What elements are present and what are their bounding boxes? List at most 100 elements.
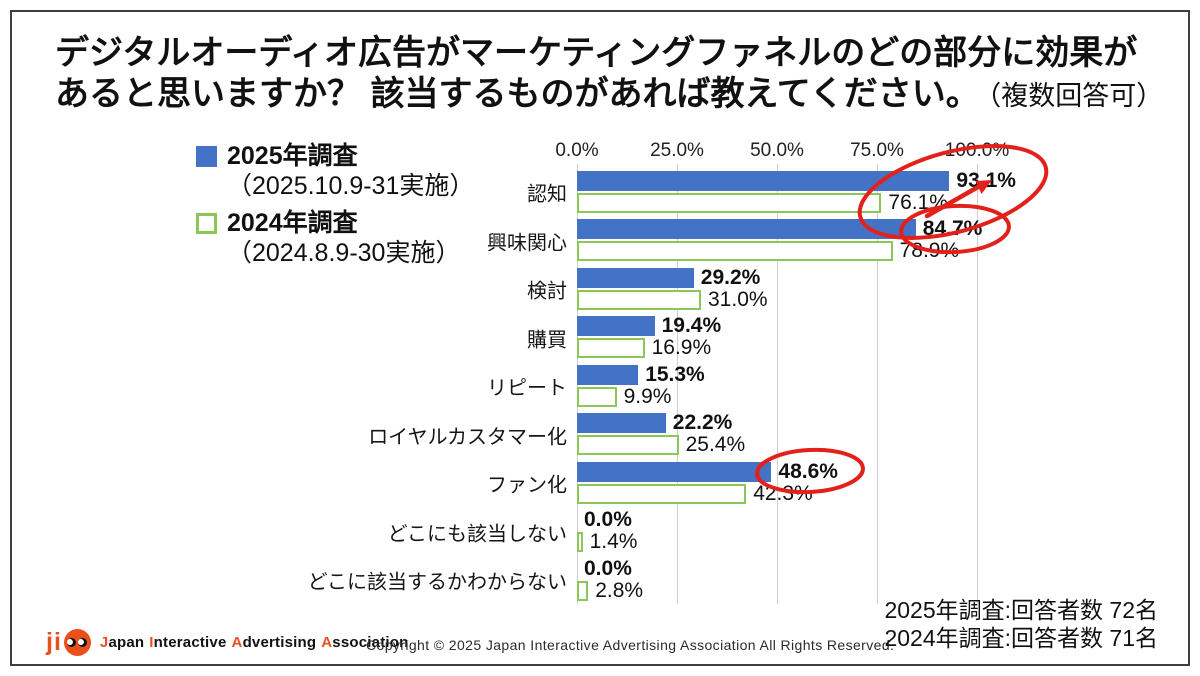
bar-line: 1.4% (577, 530, 977, 553)
bar-2024 (577, 435, 679, 455)
value-label: 48.6% (778, 459, 838, 483)
bar-2025 (577, 316, 655, 336)
bar-line: 16.9% (577, 336, 977, 359)
bar-line: 2.8% (577, 578, 977, 602)
axis-tick: 0.0% (555, 140, 599, 161)
gridline (777, 164, 778, 604)
jiaa-logo-word: Japan (99, 634, 145, 651)
chart-row: 購買 19.4% 16.9% (527, 314, 977, 363)
bar-2025 (577, 461, 772, 482)
title-line-2: あると思いますか？ 該当するものがあれば教えてください。 (55, 75, 980, 113)
axis-tick: 100.0% (944, 140, 1010, 161)
bar-2024 (577, 192, 882, 213)
value-label: 25.4% (685, 433, 746, 456)
bar-line: 78.9% (577, 239, 977, 262)
bar-line: 42.3% (577, 481, 977, 505)
chart-row: ロイヤルカスタマー化 22.2% 25.4% (368, 411, 977, 460)
gridline (877, 164, 878, 604)
chart-row: 興味関心 84.7% 78.9% (487, 217, 982, 266)
bar-2024 (577, 532, 583, 552)
value-label: 19.4% (661, 314, 722, 337)
category-label: 購買 (527, 329, 567, 352)
axis-tick: 25.0% (650, 140, 704, 161)
bar-line: 84.7% (577, 217, 982, 240)
category-label: リピート (487, 377, 567, 400)
bar-2025 (577, 267, 694, 288)
category-label: ロイヤルカスタマー化 (368, 426, 567, 449)
plot-area: 認知 93.1% 76.1% 興味関心 84.7% 78.9% 検討 29.2% 31.0% 購買… (308, 164, 1016, 605)
bar-2025 (577, 170, 950, 191)
value-label: 9.9% (623, 384, 672, 408)
legend-label: 2024年調査 (227, 209, 358, 237)
jiaa-logo-eye-icon (67, 638, 77, 647)
chart-row: 検討 29.2% 31.0% (527, 265, 977, 314)
category-label: 認知 (527, 183, 567, 206)
value-label: 1.4% (589, 530, 638, 553)
bar-2024 (577, 483, 747, 504)
value-label: 16.9% (651, 336, 712, 359)
legend-swatch-2025-filled-square (196, 146, 217, 167)
value-label: 0.0% (584, 556, 632, 580)
chart-row: どこにも該当しない 0.0% 1.4% (388, 508, 977, 557)
value-label: 2.8% (595, 578, 644, 602)
category-label: どこに該当するかわからない (307, 571, 567, 594)
value-label: 84.7% (922, 217, 983, 240)
jiaa-logo-text: Japan Interactive Advertising Association (100, 634, 414, 651)
bar-2024 (577, 580, 589, 601)
legend-swatch-2024-outlined-square (196, 213, 217, 234)
chart-row: リピート 15.3% 9.9% (487, 362, 977, 411)
axis-tick: 50.0% (750, 140, 804, 161)
value-label: 22.2% (672, 411, 733, 434)
bar-line: 0.0% (577, 556, 977, 580)
bar-2024 (577, 241, 893, 261)
bar-line: 9.9% (577, 384, 977, 408)
bar-2025 (577, 364, 639, 385)
bar-line: 76.1% (577, 190, 977, 214)
title-line-1: デジタルオーディオ広告がマーケティングファネルのどの部分に効果が (55, 34, 1138, 72)
legend-label: 2025年調査 (227, 142, 358, 170)
jiaa-logo: ji Japan Interactive Advertising Associatio… (46, 629, 413, 656)
value-label: 31.0% (708, 287, 768, 311)
bar-line: 15.3% (577, 362, 977, 386)
bar-line: 31.0% (577, 287, 977, 311)
category-label: ファン化 (487, 474, 567, 497)
value-label: 93.1% (956, 168, 1016, 192)
copyright-text: Copyright © 2025 Japan Interactive Adver… (366, 637, 895, 653)
bar-2024 (577, 289, 701, 310)
bar-2024 (577, 338, 645, 358)
legend-period: （2025.10.9-31実施） (227, 172, 475, 200)
axis-tick: 75.0% (850, 140, 904, 161)
bar-line: 48.6% (577, 459, 977, 483)
respondent-count-2024: 2024年調査:回答者数 71名 (884, 625, 1158, 651)
page-title: デジタルオーディオ広告がマーケティングファネルのどの部分に効果が あると思います… (55, 33, 1163, 117)
jiaa-logo-word: Association (321, 634, 409, 651)
value-label: 0.0% (584, 508, 632, 531)
chart-legend: 2025年調査 （2025.10.9-31実施） 2024年調査 （2024.8… (196, 141, 474, 275)
legend-item-2024: 2024年調査 （2024.8.9-30実施） (196, 208, 474, 268)
value-label: 42.3% (753, 481, 813, 505)
legend-period: （2024.8.9-30実施） (227, 239, 461, 267)
value-label: 78.9% (899, 239, 960, 262)
gridline (677, 164, 678, 604)
category-label: どこにも該当しない (387, 523, 567, 546)
chart-row: どこに該当するかわからない 0.0% 2.8% (308, 556, 977, 605)
bar-line: 19.4% (577, 314, 977, 337)
jiaa-logo-eye-icon (78, 638, 88, 647)
bar-line: 93.1% (577, 168, 1016, 192)
category-label: 検討 (527, 280, 567, 303)
value-label: 15.3% (645, 362, 705, 386)
bar-line: 29.2% (577, 265, 977, 289)
bar-line: 22.2% (577, 411, 977, 434)
jiaa-logo-icon (63, 629, 91, 656)
respondent-counts: 2025年調査:回答者数 72名 2024年調査:回答者数 71名 (884, 596, 1158, 652)
jiaa-logo-ji-letters: ji (46, 628, 62, 656)
gridline (977, 164, 978, 604)
jiaa-logo-word: Interactive (149, 634, 227, 651)
chart-row: ファン化 48.6% 42.3% (487, 459, 977, 508)
bar-2024 (577, 386, 617, 407)
legend-item-2025: 2025年調査 （2025.10.9-31実施） (196, 141, 474, 201)
respondent-count-2025: 2025年調査:回答者数 72名 (884, 597, 1158, 623)
value-label: 76.1% (888, 190, 948, 214)
x-axis: 0.0% 25.0% 50.0% 75.0% 100.0% (555, 140, 1009, 162)
